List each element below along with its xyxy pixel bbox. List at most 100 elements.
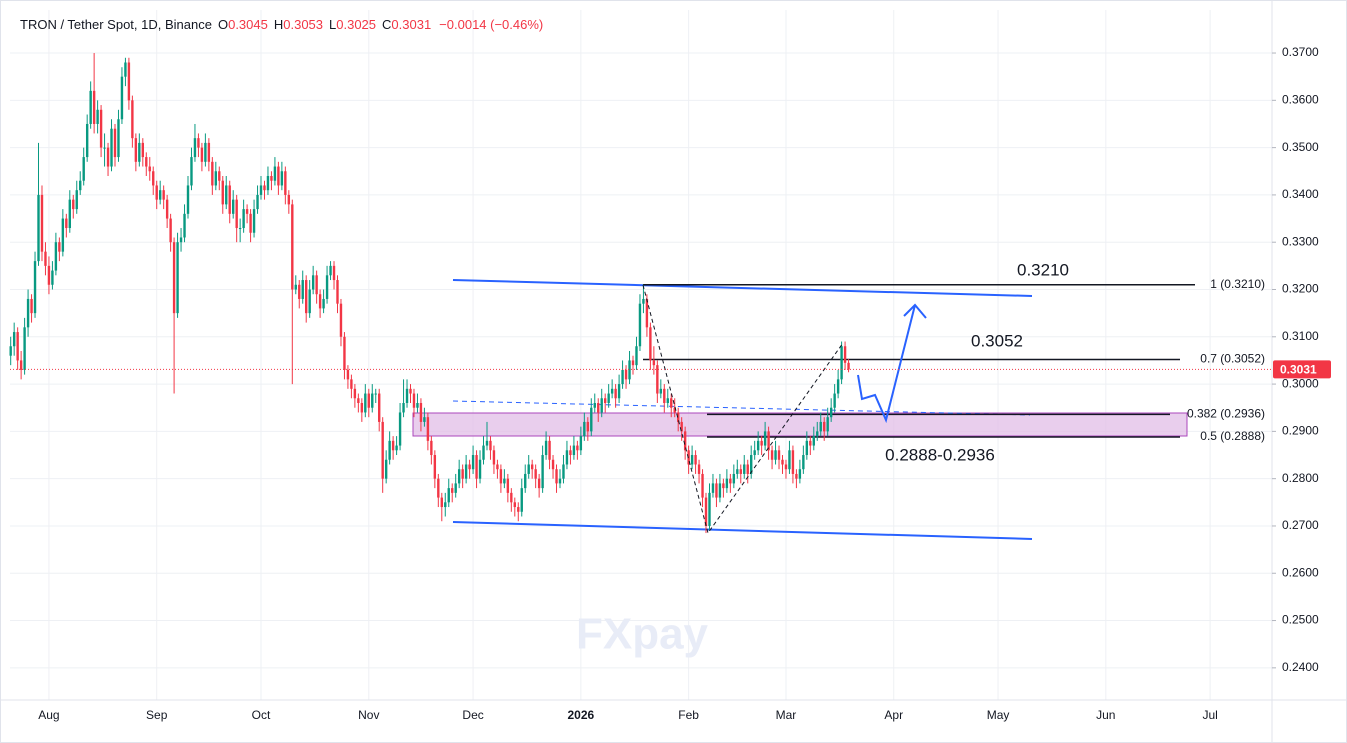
candle-body xyxy=(37,194,40,262)
candle-body xyxy=(475,455,478,479)
candle-body xyxy=(329,265,332,276)
candle-body xyxy=(162,190,165,200)
header-part: H xyxy=(274,17,283,32)
candle-body xyxy=(54,242,58,271)
candle-body xyxy=(722,483,725,489)
candle-body xyxy=(225,185,228,205)
x-tick-label: Feb xyxy=(678,708,699,722)
header-part: L xyxy=(329,17,336,32)
candle-body xyxy=(85,123,89,158)
x-tick-label: Mar xyxy=(776,708,797,722)
candle-body xyxy=(558,478,562,484)
candle-body xyxy=(44,251,47,266)
candle-body xyxy=(218,171,221,181)
candle-body xyxy=(256,194,259,210)
candle-body xyxy=(405,388,409,404)
candle-body xyxy=(79,180,82,191)
x-tick-label: Aug xyxy=(38,708,59,722)
candle-body xyxy=(12,332,16,347)
y-tick-label: 0.3000 xyxy=(1282,376,1319,390)
candle-body xyxy=(322,298,325,309)
candle-body xyxy=(360,403,364,413)
candle-body xyxy=(819,421,822,432)
candle-body xyxy=(197,138,200,148)
candle-body xyxy=(704,497,708,526)
candle-body xyxy=(325,275,329,299)
candle-body xyxy=(158,190,162,200)
candle-body xyxy=(708,492,711,526)
candle-body xyxy=(200,147,204,162)
y-tick-label: 0.2600 xyxy=(1282,565,1319,579)
candle-body xyxy=(238,228,242,230)
x-tick-label: 2026 xyxy=(568,708,595,722)
candle-body xyxy=(186,185,190,214)
candle-body xyxy=(527,464,530,474)
candle-body xyxy=(298,284,301,299)
candle-body xyxy=(440,497,443,508)
candle-body xyxy=(92,90,96,124)
candle-body xyxy=(680,421,683,432)
candle-body xyxy=(551,459,555,470)
candle-body xyxy=(478,459,482,479)
candle-body xyxy=(51,270,54,285)
candle-body xyxy=(489,440,492,451)
candle-body xyxy=(113,128,117,158)
last-price-label: 0.3031 xyxy=(1280,363,1317,377)
candle-body xyxy=(670,398,673,408)
candle-body xyxy=(284,171,287,195)
candle-body xyxy=(701,473,704,498)
candle-body xyxy=(364,393,367,413)
candle-body xyxy=(603,398,607,404)
candle-body xyxy=(378,393,381,422)
candle-body xyxy=(694,455,697,465)
candle-body xyxy=(520,488,523,512)
candle-body xyxy=(823,421,826,432)
candle-body xyxy=(614,388,617,399)
mid-line xyxy=(452,400,1031,416)
candle-body xyxy=(68,199,71,229)
candle-body xyxy=(732,473,736,484)
candle-body xyxy=(492,450,496,465)
candle-body xyxy=(367,393,370,408)
candle-body xyxy=(447,488,450,503)
y-tick-label: 0.2800 xyxy=(1282,471,1319,485)
upper-trendline xyxy=(452,279,1033,297)
candle-body xyxy=(138,142,141,162)
annotation: 0.3210 xyxy=(1017,260,1069,279)
header-part: −0.0014 (−0.46%) xyxy=(439,17,543,32)
candle-body xyxy=(33,261,37,314)
candle-body xyxy=(656,365,659,394)
candle-body xyxy=(99,109,103,148)
candle-body xyxy=(468,464,471,470)
candle-body xyxy=(718,483,722,498)
candle-body xyxy=(266,175,270,191)
x-tick-label: Apr xyxy=(884,708,903,722)
candle-body xyxy=(350,379,353,389)
candle-body xyxy=(96,109,99,124)
x-tick-label: Oct xyxy=(252,708,271,722)
candle-body xyxy=(58,242,61,252)
y-tick-label: 0.2400 xyxy=(1282,660,1319,674)
candle-body xyxy=(576,445,579,451)
candle-body xyxy=(621,369,624,385)
candle-body xyxy=(471,455,475,470)
candle-body xyxy=(82,157,85,181)
candle-body xyxy=(294,284,297,290)
candles xyxy=(9,53,850,534)
candle-body xyxy=(343,336,346,370)
candle-body xyxy=(318,294,322,309)
candle-body xyxy=(760,440,763,446)
candle-body xyxy=(781,459,784,465)
projection-arrow xyxy=(857,304,916,424)
candle-body xyxy=(649,327,652,361)
watermark: FXpay xyxy=(576,610,709,659)
header-part: 0.3031 xyxy=(391,17,431,32)
candle-body xyxy=(524,473,527,489)
candle-body xyxy=(756,440,760,451)
y-tick-label: 0.3400 xyxy=(1282,187,1319,201)
candle-body xyxy=(628,360,631,380)
candle-body xyxy=(739,469,742,474)
zone-rect xyxy=(412,412,1188,437)
candle-body xyxy=(398,412,402,446)
candle-body xyxy=(249,213,252,233)
